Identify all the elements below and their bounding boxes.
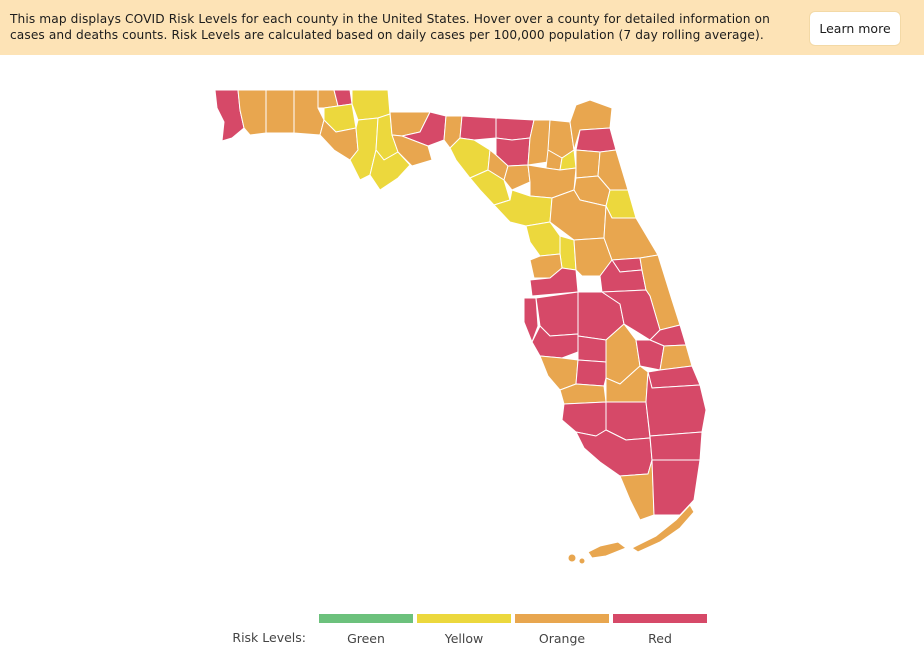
county-okaloosa[interactable] [265,89,295,134]
map-container [0,55,924,615]
county-desoto[interactable] [575,359,607,387]
legend-label-red: Red [648,631,672,646]
county-key-west-islet[interactable] [578,557,586,565]
county-hardee[interactable] [577,335,607,363]
county-monroe-keys-west[interactable] [587,541,627,559]
county-hamilton[interactable] [495,117,535,141]
county-charlotte[interactable] [559,383,607,405]
county-okeechobee[interactable] [635,339,665,371]
county-palm-beach[interactable] [645,371,707,437]
county-broward[interactable] [649,431,703,461]
county-nassau[interactable] [569,99,613,151]
risk-level-legend: Risk Levels: Green Yellow Orange Red [0,612,924,651]
legend-label-green: Green [347,631,385,646]
county-miami-dade[interactable] [651,459,701,516]
banner-description: This map displays COVID Risk Levels for … [10,12,770,42]
county-flagler[interactable] [605,189,637,219]
legend-swatch-yellow [417,614,511,623]
legend-swatch-green [319,614,413,623]
legend-swatch-orange [515,614,609,623]
legend-label-orange: Orange [538,631,586,646]
county-lee[interactable] [561,401,607,437]
county-duval[interactable] [575,127,617,153]
county-key-west[interactable] [567,553,577,563]
county-wakulla[interactable] [391,134,433,167]
county-gilchrist[interactable] [503,164,531,191]
county-madison[interactable] [459,115,497,141]
county-pasco[interactable] [529,267,579,297]
florida-county-map [214,89,707,565]
legend-swatch-red [613,614,707,623]
county-monroe-keys[interactable] [631,504,695,553]
county-columbia[interactable] [527,119,551,166]
county-clay[interactable] [575,149,601,179]
legend-title: Risk Levels: [232,630,306,645]
county-citrus[interactable] [525,221,561,257]
learn-more-button[interactable]: Learn more [810,12,900,45]
info-banner: This map displays COVID Risk Levels for … [0,0,924,55]
county-pinellas[interactable] [523,297,539,343]
legend-label-yellow: Yellow [444,631,484,646]
